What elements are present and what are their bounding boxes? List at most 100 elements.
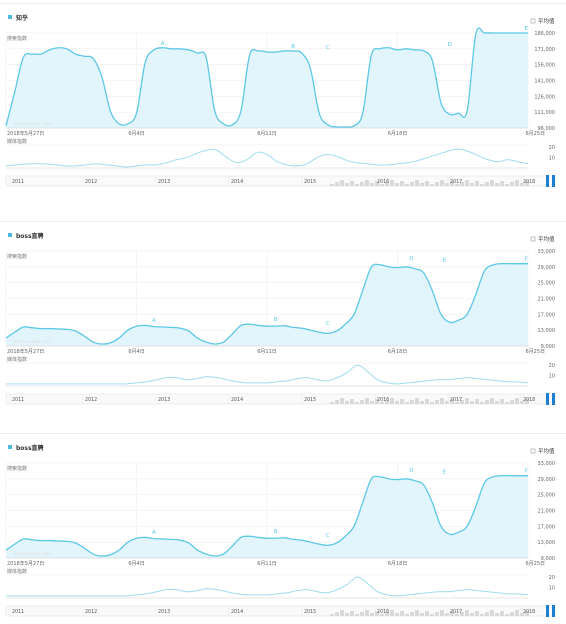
- timeline-volume-bar: [500, 611, 504, 616]
- timeline-handle-left[interactable]: [546, 393, 549, 405]
- avg-checkbox[interactable]: [530, 18, 536, 24]
- chart-panel-boss-2: boss直聘 平均值 搜索指数 9,000 13,000 17,000 21,000 25,0…: [0, 436, 566, 624]
- timeline-volume-bar: [340, 180, 344, 186]
- timeline-handle-left[interactable]: [546, 605, 549, 617]
- timeline-volume-bar: [475, 611, 479, 616]
- timeline-volume-bar: [480, 402, 484, 404]
- media-tick-label: 10: [549, 374, 555, 380]
- timeline-volume-bar: [395, 401, 399, 404]
- timeline-year-label: 2013: [158, 397, 170, 403]
- media-index-label: 媒体指数: [7, 568, 27, 575]
- timeline-volume-bar: [375, 611, 379, 616]
- timeline-volume-bar: [355, 184, 359, 186]
- y-tick-label: 9,000: [541, 344, 555, 350]
- media-tick-label: 10: [549, 156, 555, 162]
- timeline-volume-bar: [490, 180, 494, 186]
- media-line: [6, 364, 529, 385]
- search-index-label: 搜索指数: [7, 465, 27, 472]
- timeline-volume-bar: [460, 612, 464, 616]
- watermark: index.baidu.com: [14, 339, 51, 345]
- event-marker: B: [291, 44, 295, 50]
- timeline-volume-bar: [465, 180, 469, 186]
- timeline-volume-bar: [425, 611, 429, 616]
- timeline-volume-bar: [485, 400, 489, 404]
- timeline-volume-bar: [385, 612, 389, 616]
- timeline-volume-bar: [465, 610, 469, 616]
- y-tick-label: 13,000: [538, 328, 556, 334]
- avg-checkbox[interactable]: [530, 448, 536, 454]
- timeline-volume-bar: [455, 614, 459, 616]
- timeline-volume-bar: [355, 402, 359, 404]
- y-tick-label: 126,000: [534, 94, 555, 100]
- timeline-volume-bar: [520, 401, 524, 404]
- timeline-volume-bar: [460, 400, 464, 404]
- timeline-volume-bar: [510, 612, 514, 616]
- series-area: [6, 28, 528, 128]
- timeline-year-label: 2014: [231, 179, 243, 185]
- y-tick-label: 13,000: [538, 540, 556, 546]
- y-tick-label: 111,000: [534, 110, 555, 116]
- event-marker: B: [274, 529, 278, 535]
- timeline-year-label: 2018: [523, 397, 535, 403]
- search-index-label: 搜索指数: [7, 35, 27, 42]
- avg-checkbox[interactable]: [530, 236, 536, 242]
- timeline-volume-bar: [405, 184, 409, 186]
- event-marker: E: [525, 26, 529, 32]
- y-tick-label: 17,000: [538, 312, 556, 318]
- y-tick-label: 17,000: [538, 524, 556, 530]
- timeline-volume-bar: [410, 182, 414, 186]
- timeline-handle-right[interactable]: [552, 175, 555, 187]
- timeline-volume-bar: [380, 184, 384, 186]
- panel-divider: [0, 433, 566, 434]
- search-index-label: 搜索指数: [7, 253, 27, 260]
- timeline-volume-bar: [410, 400, 414, 404]
- media-index-label: 媒体指数: [7, 356, 27, 363]
- timeline-volume-bar: [435, 400, 439, 404]
- x-tick-label: 6月4日: [128, 349, 144, 355]
- timeline-year-label: 2015: [304, 179, 316, 185]
- timeline-handle-left[interactable]: [546, 175, 549, 187]
- timeline-handle-right[interactable]: [552, 605, 555, 617]
- event-marker: E: [443, 469, 447, 475]
- event-marker: C: [326, 533, 330, 539]
- timeline-volume-bar: [485, 612, 489, 616]
- timeline-volume-bar: [450, 611, 454, 616]
- timeline-handle-right[interactable]: [552, 393, 555, 405]
- timeline-volume-bar: [415, 180, 419, 186]
- timeline-volume-bar: [470, 401, 474, 404]
- x-tick-label: 6月25日: [525, 349, 545, 355]
- series-area: [6, 475, 528, 558]
- timeline-year-label: 2012: [85, 609, 97, 615]
- timeline-volume-bar: [330, 402, 334, 404]
- timeline-volume-bar: [470, 183, 474, 186]
- event-marker: A: [152, 530, 156, 536]
- y-tick-label: 21,000: [538, 509, 556, 515]
- media-line: [6, 576, 529, 597]
- y-tick-label: 156,000: [534, 63, 555, 69]
- timeline-volume-bar: [430, 614, 434, 616]
- y-tick-label: 33,000: [538, 461, 556, 467]
- timeline-volume-bar: [440, 398, 444, 404]
- timeline-volume-bar: [475, 181, 479, 186]
- event-marker: C: [326, 45, 330, 51]
- timeline-volume-bar: [395, 613, 399, 616]
- timeline-volume-bar: [330, 614, 334, 616]
- timeline-volume-bar: [470, 613, 474, 616]
- y-tick-label: 96,000: [538, 126, 556, 132]
- timeline-year-label: 2015: [304, 609, 316, 615]
- timeline-volume-bar: [425, 181, 429, 186]
- timeline-volume-bar: [435, 182, 439, 186]
- timeline-year-label: 2017: [450, 397, 462, 403]
- series-line: [5, 474, 528, 557]
- timeline-volume-bar: [430, 184, 434, 186]
- timeline-volume-bar: [395, 183, 399, 186]
- timeline-volume-bar: [505, 184, 509, 186]
- timeline-volume-bar: [400, 399, 404, 404]
- timeline-volume-bar: [370, 401, 374, 404]
- timeline-volume-bar: [480, 184, 484, 186]
- media-tick-label: 20: [549, 575, 555, 581]
- timeline-year-label: 2013: [158, 179, 170, 185]
- timeline-volume-bar: [390, 180, 394, 186]
- media-tick-label: 20: [549, 363, 555, 369]
- timeline-volume-bar: [375, 399, 379, 404]
